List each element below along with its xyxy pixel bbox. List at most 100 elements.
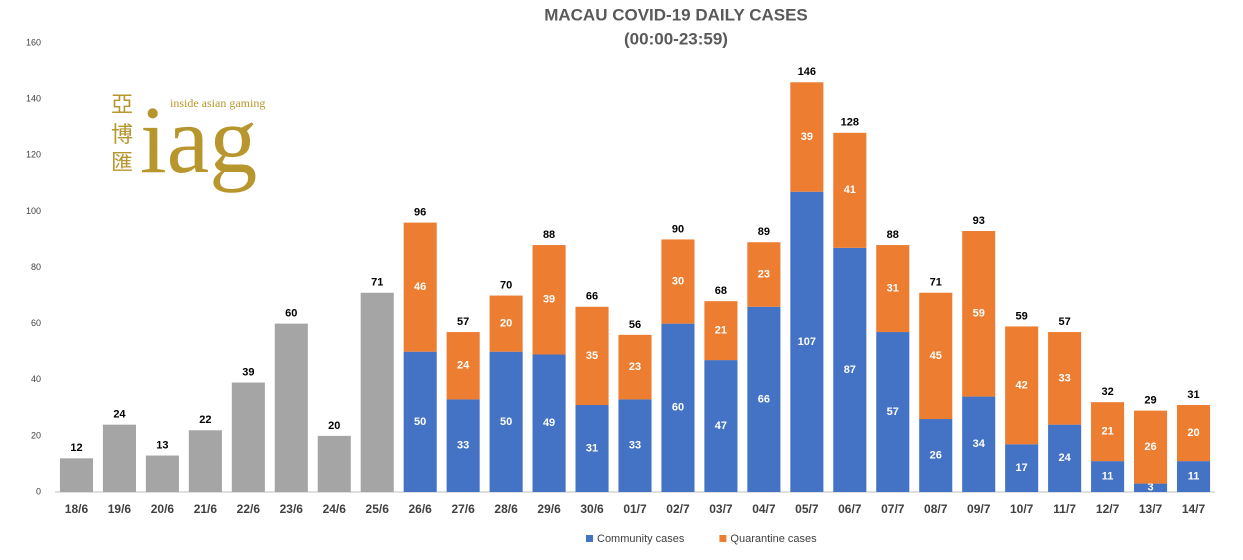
bar-segment: [145, 455, 179, 492]
chart-subtitle: (00:00-23:59): [624, 29, 728, 48]
y-tick-label: 120: [26, 150, 41, 160]
bar-segment: [962, 231, 996, 397]
segment-label: 26: [1144, 441, 1156, 453]
x-tick-label: 01/7: [623, 502, 647, 516]
total-label: 96: [414, 207, 426, 219]
bar-segment: [833, 132, 867, 248]
bar-segment: [790, 191, 824, 492]
legend-label: Quarantine cases: [730, 533, 817, 545]
x-tick-label: 12/7: [1096, 502, 1120, 516]
bar-segment: [360, 292, 394, 492]
bar-segment: [747, 242, 781, 307]
segment-label: 35: [586, 350, 598, 362]
segment-label: 3: [1147, 482, 1153, 494]
x-tick-label: 20/6: [151, 502, 175, 516]
x-tick-label: 05/7: [795, 502, 819, 516]
segment-label: 24: [457, 360, 470, 372]
segment-label: 57: [887, 406, 899, 418]
x-tick-label: 26/6: [409, 502, 433, 516]
x-tick-label: 24/6: [323, 502, 347, 516]
total-label: 70: [500, 279, 512, 291]
x-tick-label: 28/6: [494, 502, 518, 516]
segment-label: 50: [414, 416, 426, 428]
logo-tagline: inside asian gaming: [170, 96, 265, 110]
segment-label: 30: [672, 275, 684, 287]
total-label: 128: [841, 117, 859, 129]
total-label: 24: [113, 409, 126, 421]
x-tick-label: 07/7: [881, 502, 905, 516]
bar-segment: [704, 301, 738, 361]
y-tick-label: 160: [26, 37, 41, 47]
segment-label: 87: [844, 364, 856, 376]
y-tick-label: 100: [26, 206, 41, 216]
logo-char: 亞: [111, 93, 133, 118]
bar-segment: [1134, 410, 1168, 484]
bar-segment: [1091, 461, 1125, 492]
segment-label: 33: [1059, 372, 1071, 384]
total-label: 29: [1144, 395, 1156, 407]
segment-label: 21: [1101, 426, 1113, 438]
bar-segment: [876, 332, 910, 492]
x-tick-label: 10/7: [1010, 502, 1034, 516]
x-tick-label: 14/7: [1182, 502, 1206, 516]
bar-segment: [833, 247, 867, 492]
x-tick-label: 29/6: [537, 502, 561, 516]
legend-label: Community cases: [597, 533, 685, 545]
x-tick-label: 25/6: [366, 502, 390, 516]
y-tick-label: 80: [31, 262, 41, 272]
total-label: 88: [543, 229, 555, 241]
bar-segment: [446, 399, 480, 492]
segment-label: 49: [543, 417, 555, 429]
x-tick-label: 08/7: [924, 502, 948, 516]
x-tick-label: 18/6: [65, 502, 89, 516]
y-tick-label: 0: [36, 486, 41, 496]
bar-segment: [532, 245, 566, 355]
total-label: 20: [328, 420, 340, 432]
total-label: 90: [672, 223, 684, 235]
bar-segment: [59, 458, 94, 492]
total-label: 13: [156, 439, 168, 451]
segment-label: 34: [973, 438, 986, 450]
y-tick-label: 40: [31, 374, 41, 384]
segment-label: 47: [715, 420, 727, 432]
bar-segment: [661, 323, 695, 492]
legend-swatch: [586, 535, 593, 542]
total-label: 71: [930, 277, 942, 289]
segment-label: 46: [414, 281, 426, 293]
segment-label: 45: [930, 350, 942, 362]
bar-segment: [962, 396, 996, 492]
bar-segment: [403, 222, 437, 352]
x-tick-label: 27/6: [451, 502, 475, 516]
logo: 亞 博 匯 inside asian gaming iag: [111, 86, 265, 193]
total-label: 22: [199, 414, 211, 426]
total-label: 31: [1187, 389, 1199, 401]
segment-label: 20: [500, 318, 512, 330]
x-tick-label: 19/6: [108, 502, 132, 516]
total-label: 93: [973, 215, 985, 227]
x-tick-label: 02/7: [666, 502, 690, 516]
segment-label: 33: [629, 440, 641, 452]
bar-segment: [876, 245, 910, 333]
x-tick-label: 09/7: [967, 502, 991, 516]
segment-label: 21: [715, 325, 727, 337]
bar-segment: [188, 430, 222, 492]
total-label: 66: [586, 291, 598, 303]
bar-segment: [274, 323, 308, 492]
total-label: 39: [242, 366, 254, 378]
bar-segment: [231, 382, 265, 492]
bar-segment: [618, 334, 652, 400]
bar-segment: [403, 351, 437, 492]
segment-label: 60: [672, 402, 684, 414]
bar-segment: [489, 295, 523, 352]
total-label: 68: [715, 285, 727, 297]
total-label: 71: [371, 277, 383, 289]
segment-label: 20: [1187, 427, 1199, 439]
bar-segment: [1176, 405, 1211, 462]
segment-label: 107: [798, 336, 816, 348]
total-label: 60: [285, 308, 297, 320]
bar-segment: [661, 239, 695, 324]
legend-swatch: [719, 535, 727, 542]
segment-label: 11: [1188, 470, 1200, 482]
x-tick-label: 03/7: [709, 502, 733, 516]
